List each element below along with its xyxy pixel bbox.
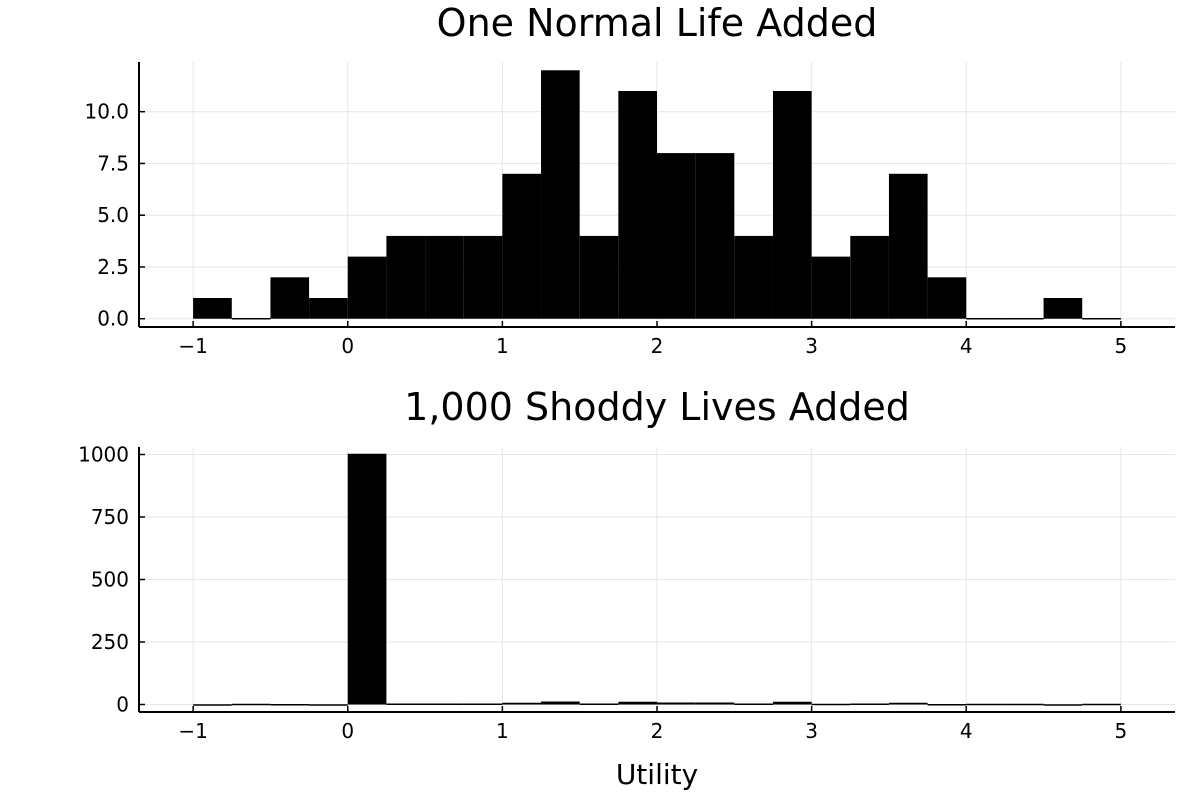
x-tick-label: 3: [805, 719, 818, 743]
x-axis-label: Utility: [616, 758, 698, 791]
histogram-bar: [541, 701, 580, 705]
x-tick-label: −1: [178, 719, 207, 743]
histogram-bar: [347, 453, 387, 705]
x-tick-label: −1: [178, 334, 207, 358]
histogram-bar: [657, 702, 696, 705]
y-tick-label: 5.0: [97, 203, 129, 227]
histogram-bar: [695, 702, 735, 705]
x-ticks: −1 0 1 2 3 4 5: [178, 321, 1127, 358]
histogram-one-normal-life: One Normal Life Added −1 0 1 2 3 4 5 0.0 2.5 5.0…: [84, 1, 1175, 358]
histogram-bar: [541, 70, 580, 319]
histogram-bar: [888, 173, 928, 319]
histogram-bar: [425, 235, 464, 319]
histogram-bar: [850, 703, 889, 705]
chart-title: 1,000 Shoddy Lives Added: [404, 385, 910, 429]
y-tick-label: 1000: [78, 443, 129, 467]
x-tick-label: 2: [651, 719, 664, 743]
x-tick-label: 5: [1115, 719, 1128, 743]
grid: [139, 447, 1175, 712]
y-tick-label: 750: [91, 505, 129, 529]
y-ticks: 0 250 500 750 1000: [78, 443, 145, 717]
histogram-bar: [193, 704, 232, 706]
histogram-bar: [270, 704, 310, 706]
x-tick-label: 5: [1115, 334, 1128, 358]
histogram-bar: [772, 701, 812, 705]
y-tick-label: 250: [91, 630, 129, 654]
histogram-bar: [1043, 298, 1083, 319]
histogram-bar: [502, 702, 542, 705]
histogram-bar: [811, 256, 851, 319]
histogram-bar: [734, 235, 773, 319]
histogram-bar: [425, 703, 464, 705]
histogram-bar: [347, 256, 387, 319]
histogram-bar: [193, 298, 232, 319]
histogram-bar: [386, 235, 426, 319]
y-tick-label: 500: [91, 568, 129, 592]
histogram-bar: [811, 703, 851, 706]
y-tick-label: 0.0: [97, 307, 129, 331]
histogram-bar: [463, 703, 503, 705]
x-tick-label: 2: [651, 334, 664, 358]
x-tick-label: 1: [496, 719, 509, 743]
histogram-bar: [309, 298, 348, 319]
histogram-bar: [386, 703, 426, 705]
y-tick-label: 0: [116, 693, 129, 717]
chart-title: One Normal Life Added: [437, 1, 878, 45]
x-ticks: −1 0 1 2 3 4 5: [178, 706, 1127, 743]
x-tick-label: 0: [341, 719, 354, 743]
histogram-bar: [309, 704, 348, 706]
histogram-bar: [657, 153, 696, 319]
histogram-bar: [888, 702, 928, 705]
histogram-bar: [850, 235, 889, 319]
x-tick-label: 4: [960, 719, 973, 743]
histogram-bar: [618, 701, 657, 705]
x-tick-label: 1: [496, 334, 509, 358]
y-tick-label: 2.5: [97, 255, 129, 279]
histogram-bar: [270, 277, 310, 319]
histogram-bar: [772, 90, 812, 319]
histogram-bar: [618, 90, 657, 319]
histogram-bar: [579, 235, 619, 319]
x-tick-label: 0: [341, 334, 354, 358]
histogram-shoddy-lives: 1,000 Shoddy Lives Added −1 0 1 2 3 4 5 0 250 50…: [78, 385, 1175, 791]
bars: [193, 453, 1121, 706]
x-tick-label: 3: [805, 334, 818, 358]
histogram-bar: [502, 173, 542, 319]
y-tick-label: 7.5: [97, 151, 129, 175]
y-tick-label: 10.0: [84, 100, 129, 124]
histogram-bar: [734, 703, 773, 705]
histogram-bar: [927, 277, 967, 319]
histogram-bar: [927, 704, 967, 706]
histogram-bar: [579, 703, 619, 705]
histogram-bar: [695, 153, 735, 319]
bars: [193, 70, 1121, 320]
y-ticks: 0.0 2.5 5.0 7.5 10.0: [84, 100, 145, 331]
x-tick-label: 4: [960, 334, 973, 358]
histogram-bar: [1043, 704, 1083, 706]
histogram-bar: [463, 235, 503, 319]
